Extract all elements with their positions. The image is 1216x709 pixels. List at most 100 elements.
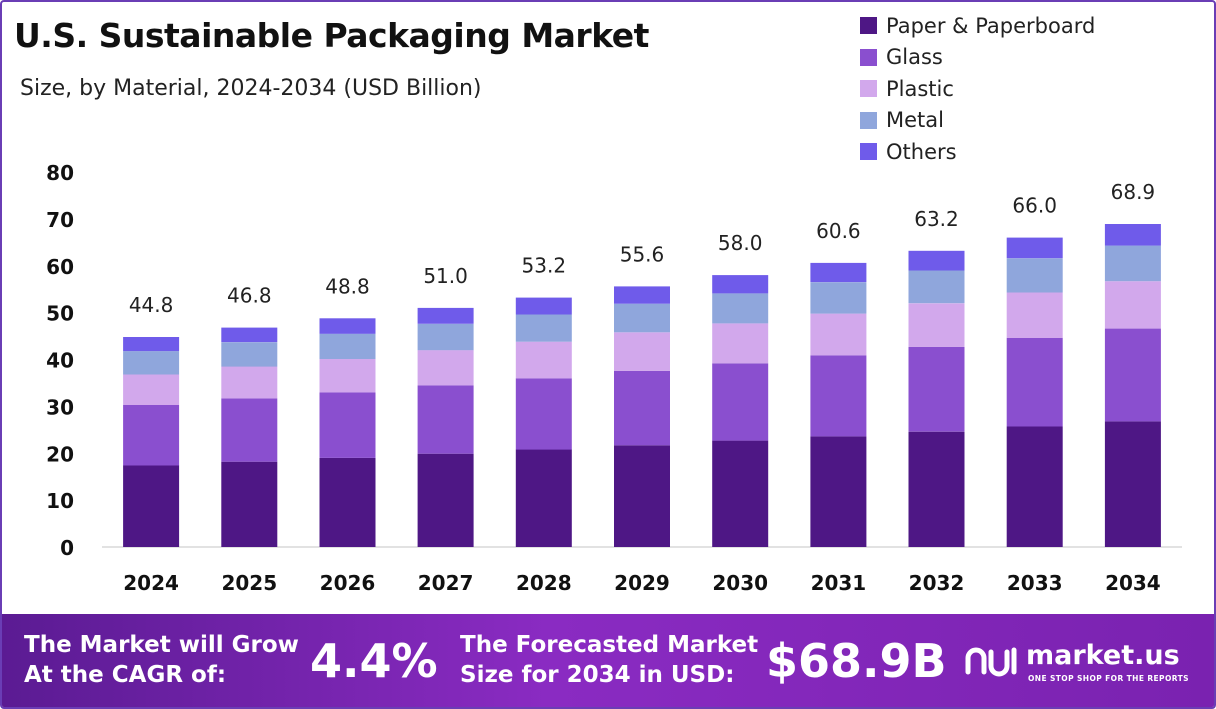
legend-label: Paper & Paperboard [886,13,1096,38]
bar-total-label: 55.6 [620,242,665,266]
forecast-label-line1: The Forecasted Market [460,632,759,658]
x-tick-label: 2024 [123,571,179,595]
bar-segment [221,398,278,462]
bar-segment [515,297,572,315]
bar-segment [1006,426,1063,547]
bar-segment [417,350,474,386]
bar-segment [908,346,965,432]
bar-total-label: 66.0 [1012,194,1057,218]
bar-segment [614,286,670,304]
bar-segment [810,436,867,547]
y-tick-label: 70 [46,208,74,232]
bar-segment [123,374,180,405]
bar-segment [515,378,572,450]
bar-segment [810,313,867,356]
legend-item: Metal [860,105,1095,137]
bar-segment [712,440,769,547]
legend-label: Glass [886,45,943,70]
bar-segment [515,341,572,379]
legend-item: Plastic [860,73,1095,105]
bar-segment [319,359,376,393]
bar-total-label: 51.0 [423,264,468,288]
legend-swatch [860,48,877,66]
bar-segment [1006,237,1063,259]
cagr-label-line2: At the CAGR of: [24,662,227,688]
bar-segment [123,465,180,547]
bar-segment [1104,328,1161,422]
legend-swatch [860,17,877,35]
y-tick-label: 80 [46,161,74,185]
cagr-label-line1: The Market will Grow [24,632,299,658]
bar-segment [908,303,965,347]
bar-segment [712,363,769,441]
bar-total-label: 48.8 [325,274,370,298]
bar-segment [908,250,965,271]
bar-segment [810,262,867,283]
x-tick-label: 2025 [221,571,277,595]
bar-segment [1006,258,1063,293]
bar-segment [515,449,572,547]
brand-tagline: ONE STOP SHOP FOR THE REPORTS [1028,674,1189,683]
legend-label: Metal [886,108,944,133]
footer-banner: The Market will Grow At the CAGR of: 4.4… [2,614,1214,707]
chart-subtitle: Size, by Material, 2024-2034 (USD Billio… [20,76,482,101]
y-tick-label: 10 [46,489,74,513]
legend-item: Paper & Paperboard [860,10,1095,42]
legend-label: Others [886,139,957,164]
bar-segment [515,314,572,342]
bar-total-label: 46.8 [227,284,272,308]
x-tick-label: 2033 [1007,571,1063,595]
forecast-label-line2: Size for 2034 in USD: [460,662,735,688]
bar-segment [221,461,278,547]
bar-segment [417,385,474,454]
stacked-bar-chart: 0102030405060708044.8202446.8202548.8202… [46,161,1182,595]
forecast-value: $68.9B [766,634,947,688]
bar-segment [614,370,670,446]
bar-segment [319,392,376,458]
bar-segment [221,342,278,367]
bar-segment [319,318,376,334]
bar-segment [417,323,474,351]
bar-segment [123,405,180,466]
bar-segment [417,453,474,547]
bar-segment [614,303,670,333]
bar-total-label: 60.6 [816,219,861,243]
y-tick-label: 20 [46,442,74,466]
x-tick-label: 2031 [811,571,867,595]
y-tick-label: 40 [46,349,74,373]
bar-segment [123,351,180,375]
bar-segment [614,445,670,547]
bar-segment [123,337,180,352]
legend-item: Others [860,136,1095,168]
chart-title: U.S. Sustainable Packaging Market [14,16,649,55]
legend-label: Plastic [886,76,954,101]
bar-segment [810,282,867,314]
bar-total-label: 58.0 [718,231,763,255]
x-tick-label: 2032 [909,571,965,595]
bar-segment [810,355,867,437]
y-tick-label: 50 [46,302,74,326]
bar-segment [1104,281,1161,329]
x-tick-label: 2030 [712,571,768,595]
y-tick-label: 0 [60,536,74,560]
bar-segment [1104,245,1161,282]
bar-segment [1006,337,1063,427]
bar-segment [712,293,769,324]
legend-swatch [860,143,877,161]
y-tick-label: 30 [46,395,74,419]
bar-segment [1104,224,1161,246]
bar-segment [221,366,278,399]
market-us-logo-icon [965,647,1017,677]
bar-segment [1006,292,1063,338]
x-tick-label: 2029 [614,571,670,595]
chart-legend: Paper & Paperboard Glass Plastic Metal Other… [860,10,1095,168]
x-tick-label: 2027 [418,571,474,595]
legend-item: Glass [860,42,1095,74]
cagr-value: 4.4% [310,634,438,688]
bar-segment [319,457,376,547]
bar-total-label: 63.2 [914,207,959,231]
bar-segment [1104,421,1161,547]
x-tick-label: 2026 [320,571,376,595]
bar-segment [417,307,474,324]
